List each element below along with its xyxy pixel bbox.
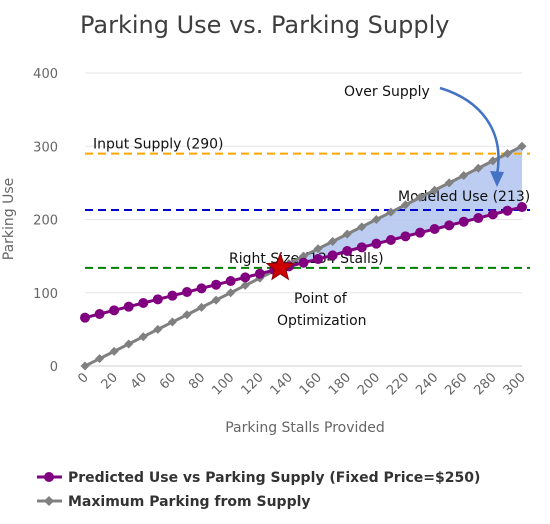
data-point: [371, 238, 382, 249]
data-point: [80, 361, 90, 371]
x-tick-label: 20: [99, 370, 121, 392]
data-point: [313, 244, 323, 254]
x-tick-label: 180: [326, 370, 354, 398]
data-point: [95, 354, 105, 364]
data-series: [80, 141, 527, 371]
y-tick-label: 0: [50, 360, 58, 375]
data-point: [254, 268, 265, 279]
data-point: [124, 339, 134, 349]
data-point: [181, 287, 192, 298]
data-point: [459, 171, 469, 181]
data-point: [225, 276, 236, 287]
data-point: [80, 312, 90, 323]
data-point: [473, 213, 484, 224]
annotation-text: Point of: [294, 291, 348, 307]
data-point: [415, 193, 425, 203]
data-point: [182, 310, 192, 320]
x-tick-label: 220: [384, 370, 412, 398]
data-point: [138, 298, 149, 309]
x-tick-label: 160: [297, 370, 325, 398]
x-tick-label: 140: [268, 370, 296, 398]
data-point: [517, 202, 527, 213]
y-tick-label: 200: [33, 214, 58, 229]
x-axis-title: Parking Stalls Provided: [225, 420, 385, 436]
data-point: [240, 280, 250, 290]
annotation-text: Over Supply: [344, 84, 430, 100]
y-tick-label: 300: [33, 140, 58, 155]
data-point: [211, 295, 221, 305]
x-tick-label: 100: [209, 370, 237, 398]
data-point: [211, 279, 222, 290]
reference-lines: Input Supply (290)Modeled Use (213)Right…: [85, 137, 530, 269]
data-point: [415, 227, 426, 238]
y-tick-label: 100: [33, 287, 58, 302]
data-point: [342, 229, 352, 239]
x-tick-label: 0: [75, 370, 91, 386]
data-point: [94, 308, 105, 319]
data-point: [240, 272, 251, 283]
data-point: [357, 222, 367, 232]
data-point: [356, 242, 367, 253]
data-point: [328, 236, 338, 246]
data-point: [313, 254, 324, 265]
x-tick-label: 300: [501, 370, 529, 398]
data-point: [458, 216, 469, 227]
data-point: [502, 205, 513, 216]
data-point: [167, 290, 178, 301]
y-axis-ticks: 0 100 200 300 400: [33, 67, 58, 375]
data-point: [429, 224, 440, 235]
chart-title: Parking Use vs. Parking Supply: [80, 11, 449, 39]
data-point: [123, 301, 134, 312]
data-point: [444, 220, 455, 231]
data-point: [400, 200, 410, 210]
data-point: [430, 185, 440, 195]
x-tick-label: 240: [413, 370, 441, 398]
x-tick-label: 200: [355, 370, 383, 398]
x-tick-label: 120: [238, 370, 266, 398]
data-point: [153, 324, 163, 334]
optimization-star: [265, 252, 295, 281]
annotation-text: Optimization: [277, 313, 367, 329]
grid-lines: [85, 72, 522, 367]
legend-marker: [44, 472, 54, 482]
data-point: [342, 245, 353, 256]
x-tick-label: 60: [157, 370, 179, 392]
over-supply-arrow: [439, 86, 500, 176]
x-tick-label: 80: [186, 370, 208, 392]
x-tick-label: 40: [128, 370, 150, 392]
data-point: [488, 156, 498, 166]
data-point: [109, 346, 119, 356]
data-point: [487, 209, 498, 220]
data-point: [196, 283, 207, 294]
data-point: [197, 302, 207, 312]
data-point: [327, 250, 338, 261]
legend-label: Predicted Use vs Parking Supply (Fixed P…: [68, 470, 480, 486]
legend-marker: [44, 496, 54, 506]
legend: Predicted Use vs Parking Supply (Fixed P…: [37, 470, 480, 510]
data-point: [226, 288, 236, 298]
data-point: [473, 163, 483, 173]
x-axis-ticks: 0 20 40 60 80 100 120 140 160 180 200 220 240 260 280 3…: [75, 370, 528, 398]
x-tick-label: 260: [442, 370, 470, 398]
data-point: [444, 178, 454, 188]
data-point: [109, 305, 120, 316]
data-point: [371, 215, 381, 224]
reference-line-label: Input Supply (290): [93, 137, 224, 153]
data-point: [138, 332, 148, 342]
data-point: [167, 317, 177, 327]
x-tick-label: 280: [472, 370, 500, 398]
data-point: [152, 294, 163, 305]
data-point: [517, 141, 527, 151]
legend-label: Maximum Parking from Supply: [68, 494, 311, 510]
annotations: Over Supply Point of Optimization: [277, 84, 504, 329]
data-point: [400, 231, 411, 242]
data-point: [298, 257, 309, 268]
data-point: [502, 149, 512, 159]
y-axis-title: Parking Use: [1, 178, 17, 261]
y-tick-label: 400: [33, 67, 58, 82]
over-supply-arrow-head: [490, 171, 504, 187]
data-point: [386, 207, 396, 217]
data-point: [385, 235, 396, 246]
